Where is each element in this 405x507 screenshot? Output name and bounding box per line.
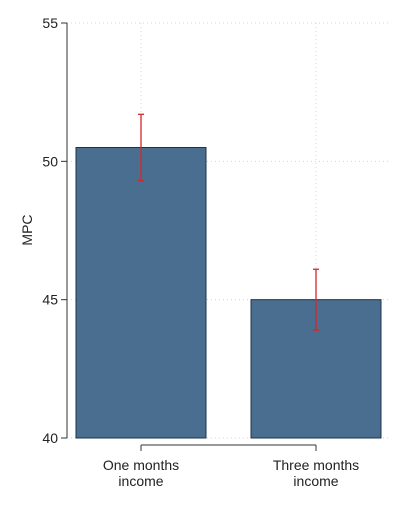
x-tick-label-line: income bbox=[293, 473, 338, 489]
x-tick-label-1: Three months income bbox=[273, 457, 359, 489]
y-tick-label-1: 45 bbox=[42, 292, 58, 308]
y-tick-label-0: 40 bbox=[42, 430, 58, 446]
x-tick-label-line: Three months bbox=[273, 457, 359, 473]
x-tick-label-0: One months income bbox=[103, 457, 179, 489]
bars-layer bbox=[75, 147, 382, 439]
y-tick-label-3: 55 bbox=[42, 15, 58, 31]
x-tick-label-line: income bbox=[118, 473, 163, 489]
y-axis-title: MPC bbox=[19, 214, 35, 245]
error-bars-layer bbox=[138, 113, 319, 331]
x-tick-label-line: One months bbox=[103, 457, 179, 473]
y-tick-label-2: 50 bbox=[42, 153, 58, 169]
bar-0 bbox=[75, 147, 207, 439]
